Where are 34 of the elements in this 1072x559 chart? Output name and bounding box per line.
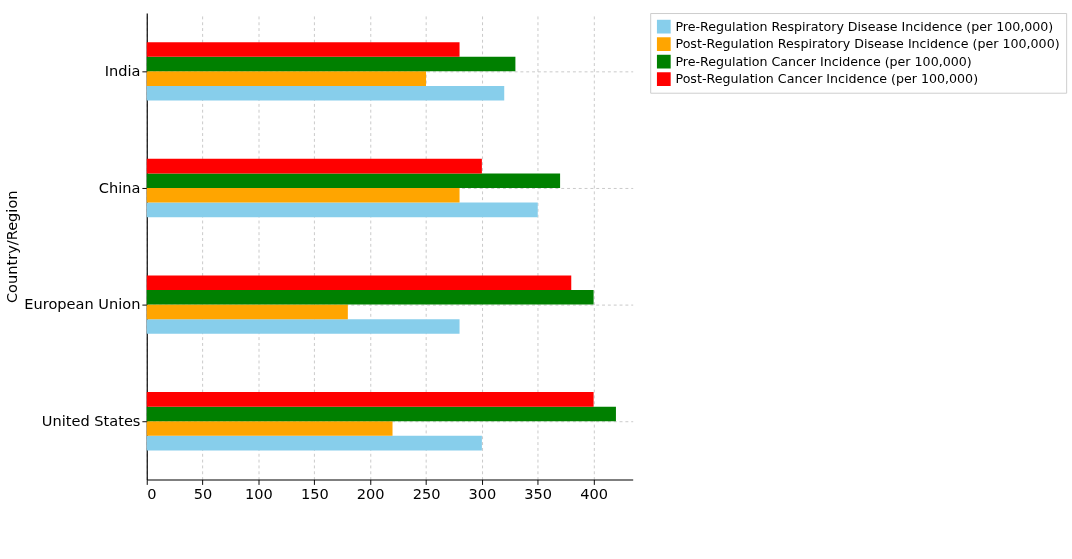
legend-label: Pre-Regulation Respiratory Disease Incidence (per 100,000)	[675, 18, 1054, 34]
bar	[146, 85, 505, 101]
x-tick-label: 300	[468, 484, 497, 502]
x-tick-label: 200	[356, 484, 385, 502]
x-tick-label: 100	[245, 484, 273, 502]
bar	[146, 304, 348, 320]
y-axis-title: Country/Region	[3, 190, 21, 304]
bar	[146, 173, 561, 188]
x-tick-label: 150	[300, 484, 329, 502]
bar	[146, 158, 482, 174]
bar	[146, 56, 516, 72]
bar	[146, 71, 427, 86]
bar	[146, 421, 393, 436]
x-tick-label: 400	[580, 484, 608, 502]
x-tick-label: 250	[412, 484, 441, 502]
bar	[146, 392, 594, 407]
bar	[146, 275, 572, 291]
y-tick-label: European Union	[24, 295, 141, 313]
x-tick-label: 350	[524, 484, 553, 502]
bar	[146, 202, 538, 218]
y-tick-label: India	[104, 62, 141, 80]
bar	[146, 319, 460, 334]
y-tick-label: China	[98, 178, 141, 196]
x-tick-label: 50	[193, 484, 213, 502]
legend-label: Post-Regulation Cancer Incidence (per 100,000)	[675, 71, 979, 87]
legend-label: Post-Regulation Respiratory Disease Incidence (per 100,000)	[675, 36, 1060, 52]
bar	[146, 290, 594, 305]
bar	[146, 187, 460, 203]
x-tick-label: 0	[147, 484, 157, 502]
y-tick-label: United States	[41, 412, 141, 430]
bar	[146, 435, 482, 451]
bar	[146, 406, 616, 422]
legend-label: Pre-Regulation Cancer Incidence (per 100,000)	[675, 53, 972, 69]
bar	[146, 42, 460, 57]
